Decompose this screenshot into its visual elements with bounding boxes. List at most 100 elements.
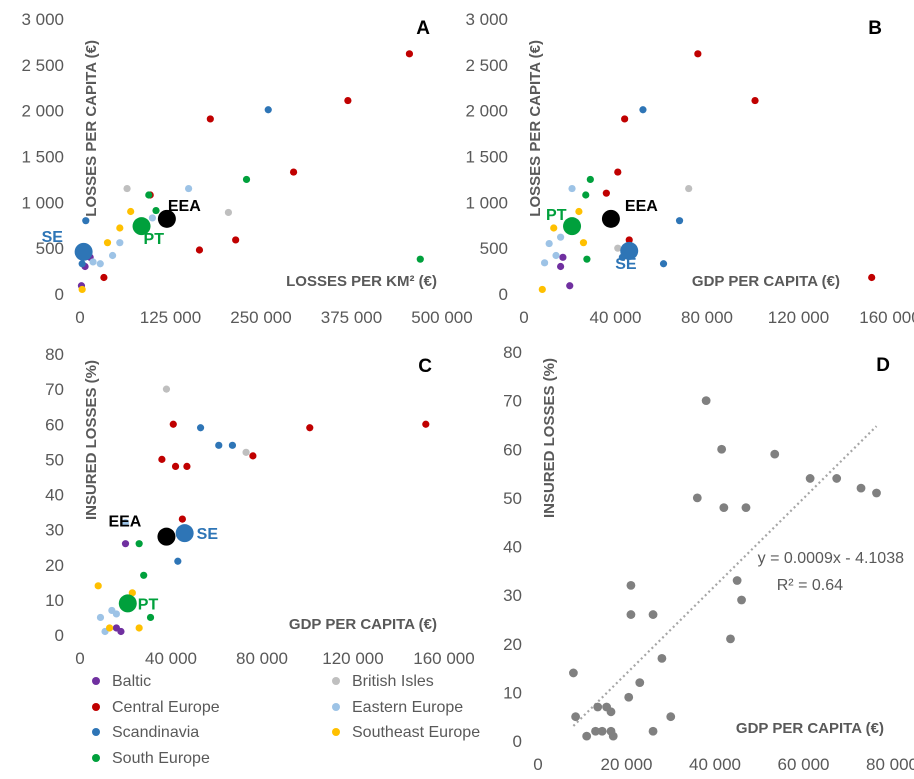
panel-d-ytick-label: 80 xyxy=(503,343,522,362)
panel-b-point-central xyxy=(625,236,633,244)
panel-b-point-central xyxy=(751,96,759,105)
panel-d-point xyxy=(597,726,607,736)
panel-c-x-axis-title: GDP PER CAPITA (€) xyxy=(289,616,437,633)
panel-b-point-pt xyxy=(563,217,582,236)
panel-c-point-scandinavia xyxy=(196,424,205,432)
panel-a-point-eastern xyxy=(108,251,117,260)
panel-b-point-eastern xyxy=(552,251,560,260)
panel-b-point-british xyxy=(685,184,693,193)
panel-a-point-south xyxy=(145,191,153,199)
panel-c-ytick-label: 80 xyxy=(45,345,64,364)
panel-b-point-scandinavia xyxy=(659,260,668,268)
panel-b-point-southeast xyxy=(538,285,546,294)
panel-b-point-south xyxy=(583,255,591,263)
panel-a-ytick-label: 1 000 xyxy=(21,193,64,212)
panel-d-ytick-label: 50 xyxy=(503,489,522,508)
panel-d-ytick-label: 70 xyxy=(503,392,522,411)
panel-d-point xyxy=(648,610,658,619)
legend-label-eastern: Eastern Europe xyxy=(352,699,463,716)
panel-c-point-south xyxy=(140,571,148,579)
panel-b-point-se xyxy=(620,241,639,260)
panel-b-ytick-label: 3 000 xyxy=(465,10,508,29)
panel-d-ytick-label: 20 xyxy=(503,635,522,654)
panel-d-point xyxy=(591,726,600,736)
panel-b-label-se: SE xyxy=(615,256,637,273)
panel-d-point xyxy=(872,488,881,498)
panel-c-point-scandinavia xyxy=(228,441,237,449)
panel-b-point-central xyxy=(614,168,622,176)
panel-b-y-axis-title: LOSSES PER CAPITA (€) xyxy=(527,40,544,217)
panel-d-point xyxy=(593,702,603,712)
panel-a-point-south xyxy=(416,255,424,263)
panel-a-xtick-label: 250 000 xyxy=(230,308,291,327)
panel-b-ytick-label: 1 000 xyxy=(465,193,508,212)
panel-c-point-south xyxy=(135,540,143,548)
panel-b-point-baltic xyxy=(557,262,565,271)
panel-c-point-central xyxy=(158,455,166,463)
panel-a-xtick-label: 500 000 xyxy=(411,308,472,327)
panel-d-xtick-label: 20 000 xyxy=(601,755,653,774)
panel-a-point-central xyxy=(232,236,240,244)
panel-d-xtick-label: 40 000 xyxy=(689,755,741,774)
panel-d-letter: D xyxy=(876,355,890,376)
panel-a-point-southeast xyxy=(127,207,135,216)
panel-c-point-southeast xyxy=(128,589,136,597)
panel-d-point xyxy=(692,493,702,503)
panel-a-point-central xyxy=(195,246,204,254)
panel-a-label-eea: EEA xyxy=(168,198,201,215)
panel-b-ytick-label: 2 000 xyxy=(465,102,508,121)
panel-a-point-scandinavia xyxy=(82,217,90,225)
panel-d-r-squared: R² = 0.64 xyxy=(777,577,843,594)
panel-b-xtick-label: 80 000 xyxy=(681,308,733,327)
panel-d-point xyxy=(606,707,616,717)
legend-marker-eastern xyxy=(332,703,340,711)
panel-b-point-south xyxy=(582,191,590,199)
panel-a-point-eastern xyxy=(96,260,104,268)
panel-a-point-british xyxy=(123,184,131,193)
panel-a-label-se: SE xyxy=(42,229,64,246)
legend-label-central: Central Europe xyxy=(112,699,220,716)
panel-c-xtick-label: 160 000 xyxy=(413,649,474,668)
panel-b-point-central xyxy=(694,50,702,58)
panel-c-xtick-label: 120 000 xyxy=(322,649,383,668)
panel-d-point xyxy=(726,634,735,644)
panel-a-point-southeast xyxy=(78,285,86,294)
panel-b-point-central xyxy=(621,115,629,123)
panel-a-point-south xyxy=(242,175,251,184)
panel-c-ytick-label: 10 xyxy=(45,591,64,610)
panel-d-xtick-label: 80 000 xyxy=(866,755,914,774)
panel-c-point-central xyxy=(306,424,314,432)
panel-a-point-central xyxy=(289,168,298,176)
panel-c-point-eastern xyxy=(112,610,120,618)
panel-b-point-eastern xyxy=(540,259,549,267)
panel-a-point-eastern xyxy=(116,239,124,247)
panel-c-ytick-label: 50 xyxy=(45,450,64,469)
panel-c-point-south xyxy=(146,613,155,622)
panel-d-x-axis-title: GDP PER CAPITA (€) xyxy=(736,720,884,737)
panel-b-ytick-label: 2 500 xyxy=(465,56,508,75)
panel-b-point-southeast xyxy=(575,207,583,216)
panel-a-point-scandinavia xyxy=(78,260,86,268)
panel-d-point xyxy=(569,668,578,678)
panel-d-point xyxy=(805,474,815,483)
panel-a-ytick-label: 2 000 xyxy=(21,102,64,121)
panel-c-point-central xyxy=(183,462,191,470)
panel-b-point-central xyxy=(602,189,610,197)
legend-marker-central xyxy=(92,703,100,711)
panel-a-ytick-label: 1 500 xyxy=(21,148,64,167)
panel-a-point-central xyxy=(405,50,414,58)
panel-c-y-axis-title: INSURED LOSSES (%) xyxy=(83,360,100,520)
panel-d-point xyxy=(741,503,751,512)
panel-d-ytick-label: 0 xyxy=(513,732,522,751)
panel-c-point-southeast xyxy=(135,624,143,632)
panel-b-label-pt: PT xyxy=(546,207,567,224)
panel-c-point-central xyxy=(422,420,430,428)
panel-c-point-central xyxy=(178,515,186,523)
panel-c-letter: C xyxy=(418,356,432,377)
panel-d-point xyxy=(666,712,676,722)
panel-c-point-eastern xyxy=(121,519,130,527)
panel-a-label-pt: PT xyxy=(144,231,165,248)
panel-b-point-eastern xyxy=(545,239,553,248)
panel-d-point xyxy=(856,483,866,493)
panel-d-ytick-label: 60 xyxy=(503,440,522,459)
